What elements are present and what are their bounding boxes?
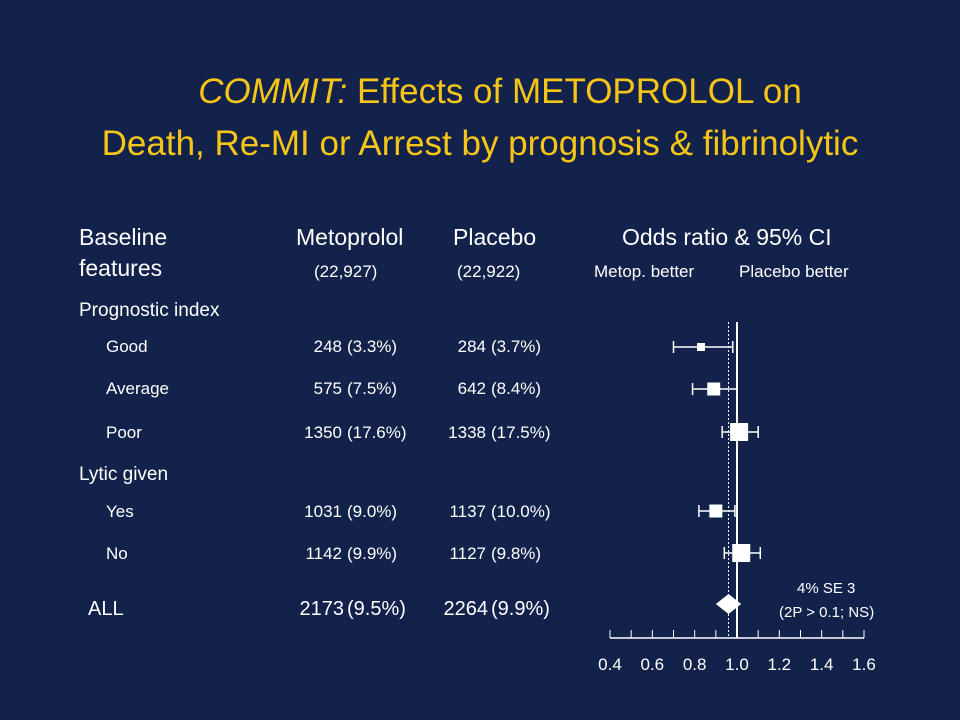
row-label: No <box>106 544 128 563</box>
header-metoprolol: Metoprolol <box>296 224 404 250</box>
metop-pct: (3.3%) <box>347 337 398 356</box>
section-lytic-given: Lytic given <box>79 464 169 485</box>
row-label: Yes <box>106 502 134 521</box>
x-tick-label: 1.2 <box>768 655 792 674</box>
section-prognostic-index: Prognostic index <box>79 300 220 321</box>
odds-ratio-square <box>709 504 723 518</box>
x-tick-label: 1.4 <box>810 655 834 674</box>
slide-title-line1: COMMIT: Effects of METOPROLOL on <box>20 72 960 112</box>
x-tick-label: 1.0 <box>725 655 749 674</box>
row-label-all: ALL <box>88 598 124 620</box>
header-odds-ratio: Odds ratio & 95% CI <box>622 224 832 250</box>
metop-pct: (9.9%) <box>347 544 398 563</box>
header-metoprolol-n: (22,927) <box>314 262 378 281</box>
metop-count: 1031 <box>304 502 342 521</box>
odds-ratio-square <box>732 544 751 562</box>
x-tick-label: 0.4 <box>598 655 622 674</box>
placebo-count: 284 <box>457 337 486 356</box>
x-tick-label: 0.6 <box>641 655 665 674</box>
slide-title-line2: Death, Re-MI or Arrest by prognosis & fi… <box>101 124 859 163</box>
metop-count-all: 2173 <box>299 598 345 620</box>
metop-count: 1350 <box>304 423 342 442</box>
x-tick-label: 0.8 <box>683 655 707 674</box>
label-metop-better: Metop. better <box>594 262 695 281</box>
x-tick-label: 1.6 <box>852 655 876 674</box>
metop-pct: (7.5%) <box>347 379 398 398</box>
placebo-count-all: 2264 <box>443 598 489 620</box>
label-placebo-better: Placebo better <box>739 262 849 281</box>
header-placebo: Placebo <box>453 224 537 250</box>
placebo-count: 1127 <box>449 544 486 563</box>
title-italic: COMMIT: <box>198 72 348 111</box>
placebo-count: 1338 <box>448 423 486 442</box>
metop-count: 248 <box>313 337 342 356</box>
header-baseline: Baseline <box>79 224 168 250</box>
header-placebo-n: (22,922) <box>457 262 521 281</box>
metop-pct: (9.0%) <box>347 502 398 521</box>
placebo-pct: (10.0%) <box>491 502 551 521</box>
row-label: Good <box>106 337 148 356</box>
odds-ratio-square <box>697 343 706 351</box>
metop-pct: (17.6%) <box>347 423 407 442</box>
annotation-p-value: (2P > 0.1; NS) <box>779 604 875 621</box>
row-label: Poor <box>106 423 142 442</box>
placebo-pct: (9.8%) <box>491 544 542 563</box>
placebo-pct: (3.7%) <box>491 337 542 356</box>
odds-ratio-square <box>707 382 721 396</box>
metop-pct-all: (9.5%) <box>347 598 406 620</box>
placebo-pct-all: (9.9%) <box>491 598 550 620</box>
annotation-se: 4% SE 3 <box>797 580 856 597</box>
odds-ratio-square <box>730 423 749 441</box>
placebo-count: 1137 <box>449 502 486 521</box>
placebo-count: 642 <box>457 379 486 398</box>
placebo-pct: (8.4%) <box>491 379 542 398</box>
header-features: features <box>79 255 163 281</box>
title-rest: Effects of METOPROLOL on <box>347 72 802 111</box>
metop-count: 1142 <box>305 544 342 563</box>
placebo-pct: (17.5%) <box>491 423 551 442</box>
overall-diamond <box>715 594 742 614</box>
row-label: Average <box>106 379 170 398</box>
metop-count: 575 <box>313 379 342 398</box>
